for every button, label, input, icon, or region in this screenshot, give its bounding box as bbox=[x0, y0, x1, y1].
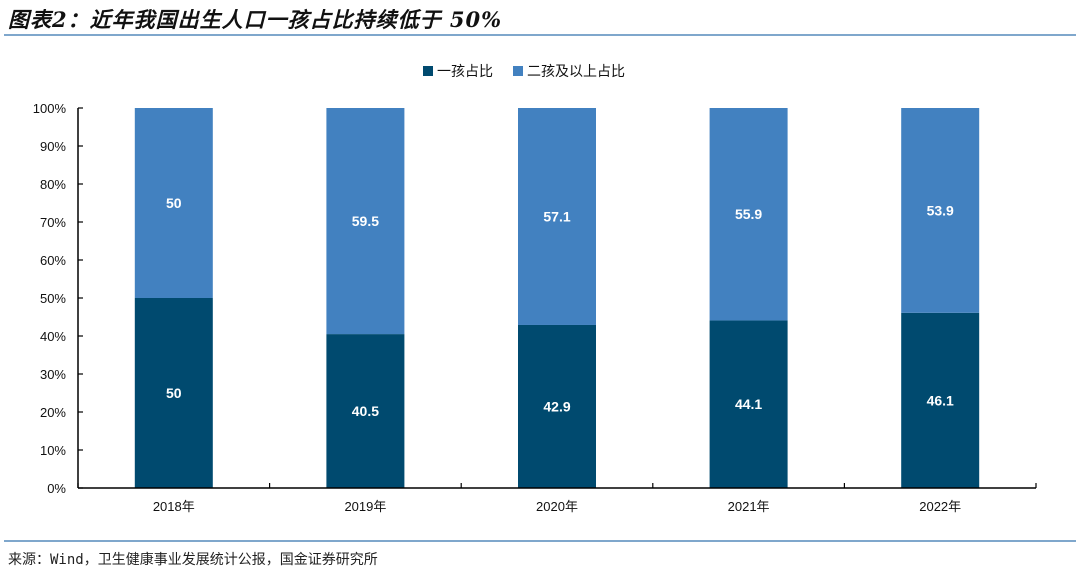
bar-first-child bbox=[134, 298, 213, 488]
bar-second-plus bbox=[709, 108, 788, 321]
y-tick-label: 70% bbox=[40, 215, 66, 230]
x-tick-label: 2021年 bbox=[728, 499, 770, 514]
data-label: 53.9 bbox=[927, 202, 954, 218]
figure-title: 图表2：近年我国出生人口一孩占比持续低于 50% bbox=[8, 7, 503, 32]
data-label: 50 bbox=[166, 195, 182, 211]
bar-second-plus bbox=[518, 108, 596, 325]
legend-swatch bbox=[423, 66, 433, 76]
y-tick-label: 90% bbox=[40, 139, 66, 154]
y-tick-label: 50% bbox=[40, 291, 66, 306]
data-label: 46.1 bbox=[927, 392, 954, 408]
y-tick-label: 30% bbox=[40, 367, 66, 382]
bar-first-child bbox=[518, 324, 596, 488]
y-tick-label: 60% bbox=[40, 253, 66, 268]
y-tick-label: 10% bbox=[40, 443, 66, 458]
data-label: 44.1 bbox=[735, 396, 762, 412]
x-tick-label: 2022年 bbox=[919, 499, 961, 514]
y-tick-label: 0% bbox=[47, 481, 66, 496]
bar-first-child bbox=[901, 312, 980, 488]
data-label: 50 bbox=[166, 385, 182, 401]
bar-second-plus bbox=[326, 108, 405, 335]
top-divider bbox=[4, 34, 1076, 36]
bar-first-child bbox=[709, 320, 788, 488]
data-label: 57.1 bbox=[543, 208, 570, 224]
x-tick-label: 2018年 bbox=[153, 499, 195, 514]
source-note: 来源：Wind，卫生健康事业发展统计公报，国金证券研究所 bbox=[8, 552, 378, 568]
bar-second-plus bbox=[901, 108, 980, 313]
data-label: 40.5 bbox=[352, 403, 379, 419]
data-label: 42.9 bbox=[543, 398, 570, 414]
bar-first-child bbox=[326, 334, 405, 488]
legend-label: 一孩占比 bbox=[437, 63, 493, 79]
x-tick-label: 2019年 bbox=[344, 499, 386, 514]
bottom-divider bbox=[4, 540, 1076, 542]
y-tick-label: 40% bbox=[40, 329, 66, 344]
data-label: 59.5 bbox=[352, 213, 379, 229]
legend-label: 二孩及以上占比 bbox=[527, 63, 625, 79]
y-tick-label: 20% bbox=[40, 405, 66, 420]
data-label: 55.9 bbox=[735, 206, 762, 222]
y-tick-label: 80% bbox=[40, 177, 66, 192]
bar-second-plus bbox=[134, 108, 213, 298]
x-tick-label: 2020年 bbox=[536, 499, 578, 514]
legend-swatch bbox=[513, 66, 523, 76]
y-tick-label: 100% bbox=[33, 101, 67, 116]
